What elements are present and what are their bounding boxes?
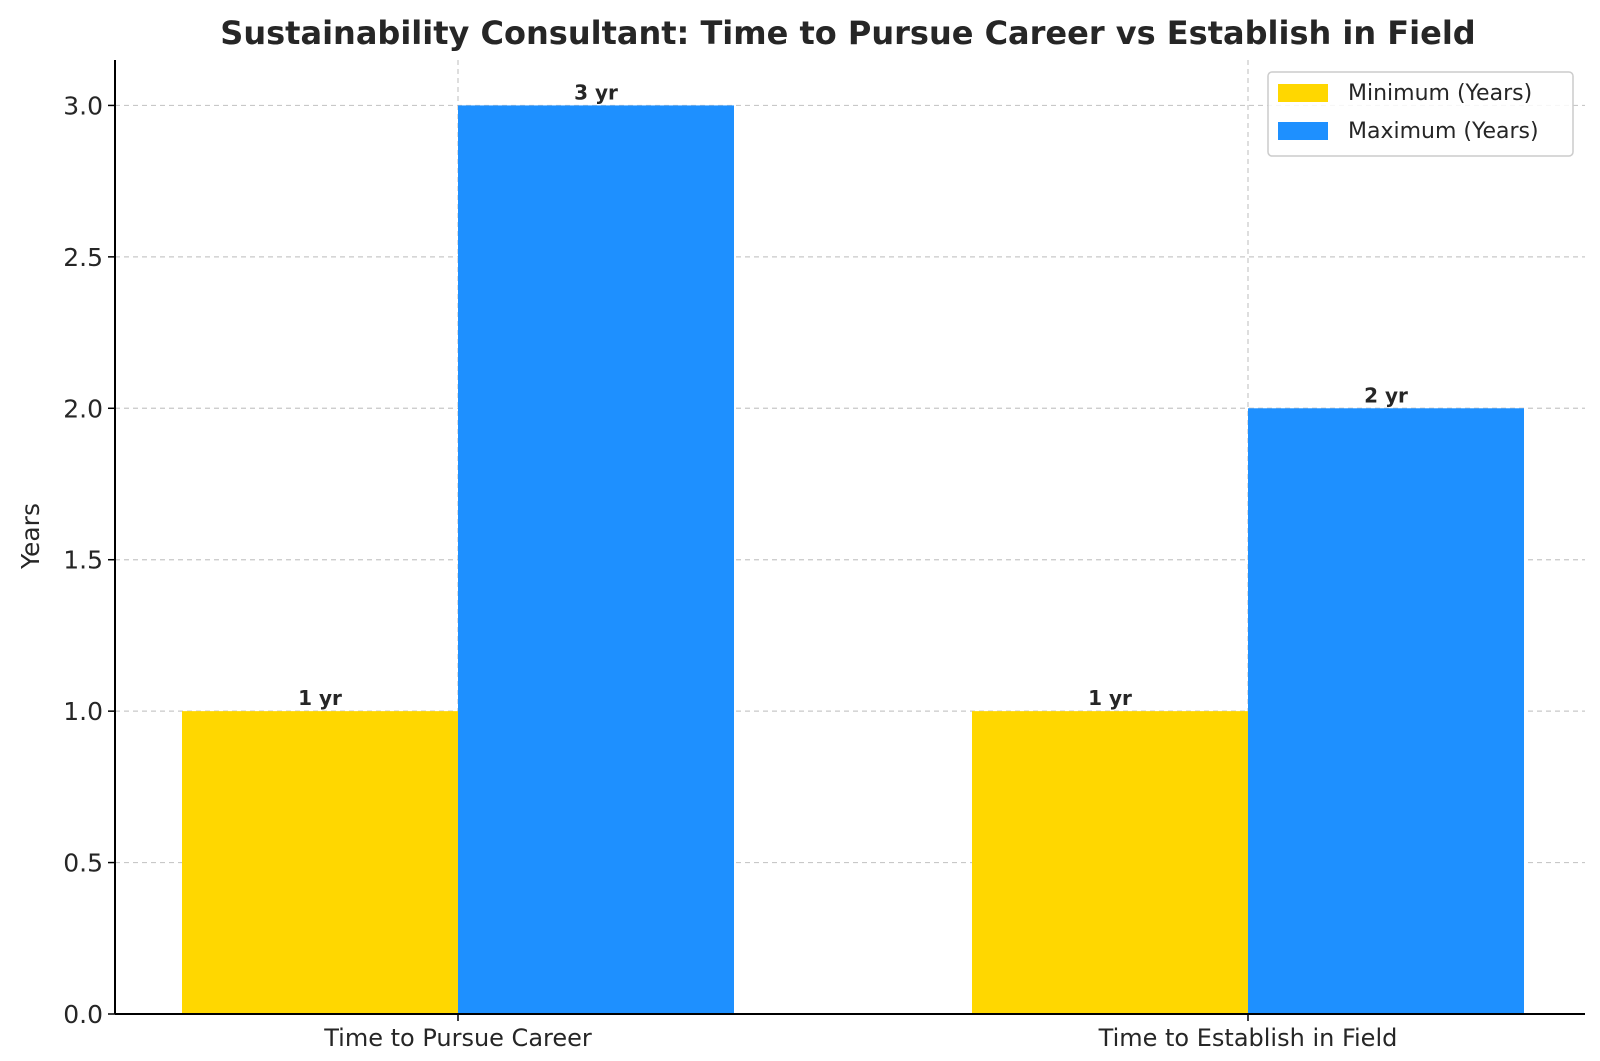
bar [1248, 408, 1524, 1014]
y-tick-label: 2.5 [63, 243, 103, 272]
y-axis-label: Years [16, 503, 45, 570]
bar [182, 711, 458, 1014]
x-tick-labels: Time to Pursue Career Time to Establish i… [323, 1024, 1397, 1052]
bar-value-label: 3 yr [574, 80, 618, 104]
legend-label: Maximum (Years) [1348, 119, 1539, 144]
x-tick-label: Time to Pursue Career [323, 1024, 592, 1052]
bar [458, 105, 734, 1014]
axes [108, 60, 1585, 1021]
y-tick-label: 1.5 [63, 546, 103, 575]
chart-title: Sustainability Consultant: Time to Pursu… [220, 14, 1475, 52]
bar-value-label: 1 yr [298, 686, 342, 710]
bar-value-label: 2 yr [1364, 383, 1408, 407]
data-labels: 1 yr 1 yr 3 yr 2 yr [298, 80, 1408, 710]
y-tick-label: 2.0 [63, 394, 103, 423]
y-tick-label: 1.0 [63, 697, 103, 726]
x-tick-label: Time to Establish in Field [1098, 1024, 1398, 1052]
legend-box [1267, 71, 1574, 157]
legend-swatch [1278, 84, 1328, 102]
bars [182, 105, 1524, 1014]
y-tick-label: 3.0 [63, 91, 103, 120]
legend: Minimum (Years) Maximum (Years) [1267, 71, 1574, 157]
y-tick-labels: 0.0 0.5 1.0 1.5 2.0 2.5 3.0 [63, 91, 103, 1029]
legend-label: Minimum (Years) [1348, 81, 1532, 106]
legend-swatch [1278, 122, 1328, 140]
bar-value-label: 1 yr [1088, 686, 1132, 710]
y-tick-label: 0.0 [63, 1000, 103, 1029]
bar [972, 711, 1248, 1014]
y-tick-label: 0.5 [63, 849, 103, 878]
